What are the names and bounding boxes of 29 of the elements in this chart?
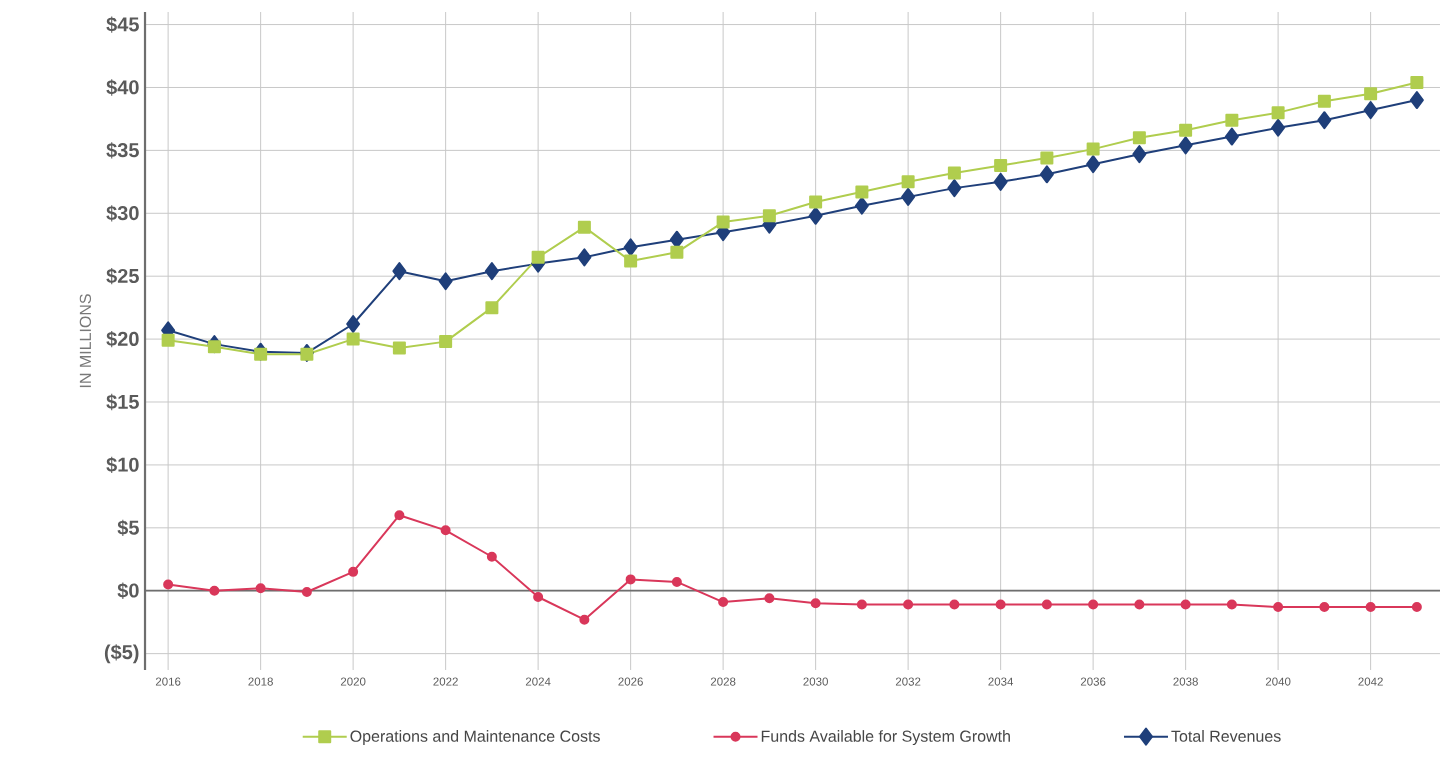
- x-tick-label: 2016: [155, 677, 181, 686]
- x-tick-label: 2024: [525, 677, 551, 686]
- y-tick-label: $30: [106, 205, 139, 222]
- legend-label: Operations and Maintenance Costs: [350, 730, 600, 746]
- x-tick-label: 2042: [1358, 677, 1383, 686]
- x-tick-label: 2022: [433, 677, 458, 686]
- y-axis-title: IN MILLIONS: [79, 294, 92, 388]
- x-tick-label: 2020: [340, 677, 366, 686]
- y-tick-label: $5: [117, 519, 139, 536]
- x-tick-label: 2030: [803, 677, 828, 686]
- y-tick-label: $35: [106, 142, 139, 159]
- x-tick-label: 2028: [710, 677, 736, 686]
- y-tick-label: ($5): [104, 644, 139, 664]
- x-tick-label: 2038: [1173, 677, 1198, 686]
- legend-label: Total Revenues: [1171, 730, 1281, 742]
- x-tick-label: 2036: [1080, 677, 1106, 686]
- y-tick-label: $10: [106, 456, 139, 474]
- y-tick-label: $20: [106, 330, 139, 348]
- legend-label: Funds Available for System Growth: [761, 730, 1010, 746]
- x-tick-label: 2032: [895, 677, 921, 686]
- x-tick-label: 2018: [248, 677, 273, 686]
- y-tick-label: $45: [106, 16, 139, 33]
- y-tick-label: $40: [106, 79, 139, 96]
- x-tick-label: 2040: [1265, 677, 1291, 686]
- y-tick-label: $25: [106, 268, 139, 285]
- x-tick-label: 2034: [988, 677, 1014, 686]
- x-tick-label: 2026: [618, 677, 643, 686]
- y-tick-label: $15: [106, 393, 139, 411]
- y-tick-label: $0: [117, 582, 139, 599]
